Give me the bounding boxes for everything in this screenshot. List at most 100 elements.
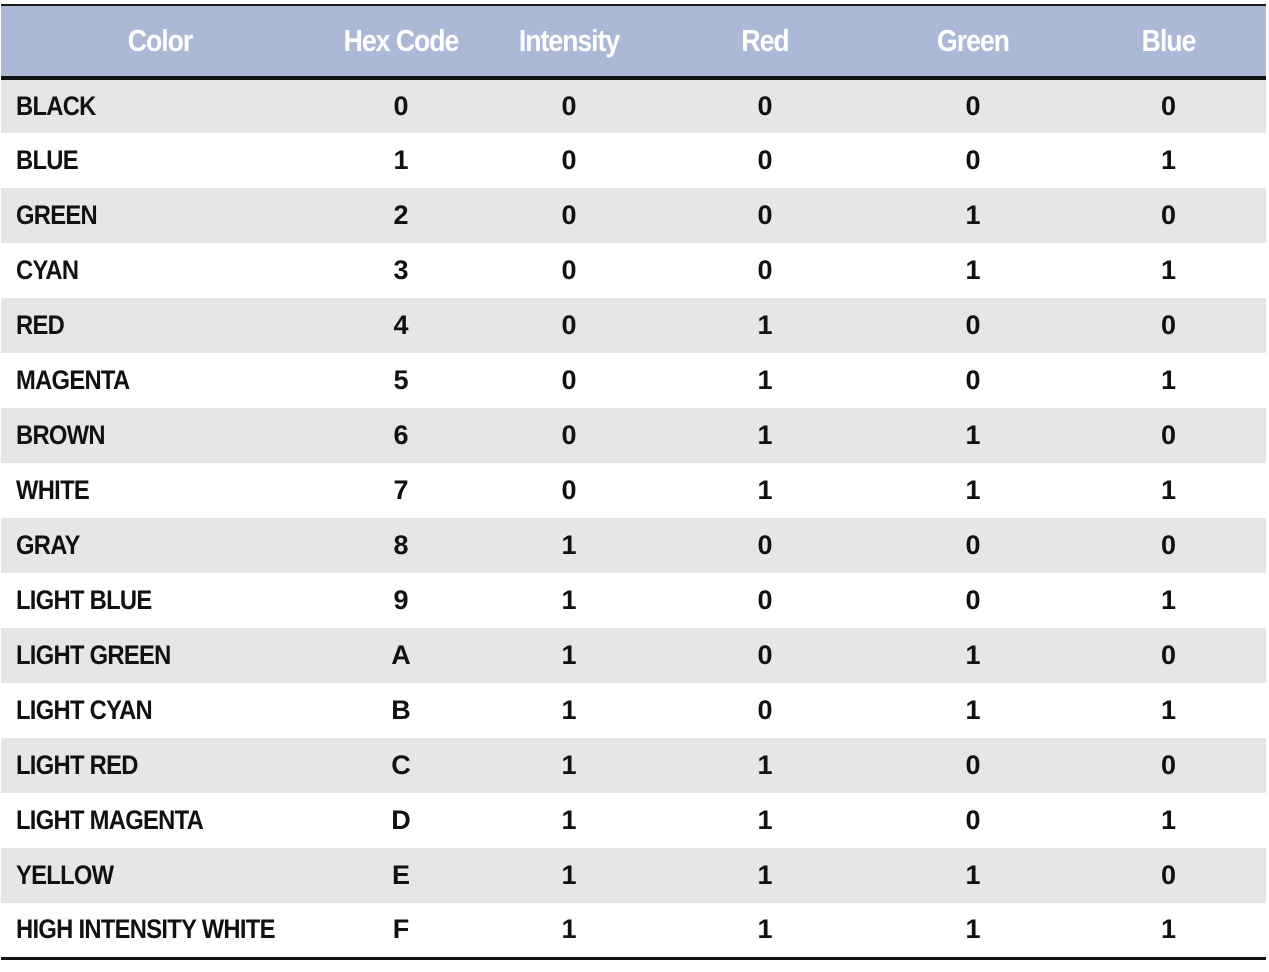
hex-code-cell: 0 — [393, 91, 409, 121]
intensity-cell: 1 — [561, 750, 577, 780]
blue-cell: 1 — [1160, 145, 1177, 175]
blue-cell: 1 — [1160, 585, 1177, 615]
color-name-cell: YELLOW — [1, 848, 319, 903]
table-row: MAGENTA 5 0 1 0 1 — [1, 353, 1266, 408]
hex-code-cell: E — [391, 860, 410, 890]
table-row: CYAN 3 0 0 1 1 — [1, 243, 1266, 298]
table-row: BLACK 0 0 0 0 0 — [1, 78, 1266, 133]
green-cell: 0 — [965, 750, 981, 780]
color-name-label: LIGHT GREEN — [16, 640, 171, 670]
blue-cell: 0 — [1160, 640, 1177, 670]
header-color: Color — [127, 23, 193, 58]
intensity-cell: 1 — [561, 695, 577, 725]
hex-code-cell: B — [391, 695, 411, 725]
color-code-table-container: Color Hex Code Intensity Red Green Blue … — [1, 4, 1266, 960]
color-name-label: BROWN — [16, 420, 106, 450]
header-green: Green — [937, 23, 1010, 58]
red-cell: 1 — [757, 914, 773, 945]
hex-code-cell: 4 — [393, 310, 409, 340]
red-cell: 0 — [757, 640, 773, 670]
intensity-cell: 0 — [561, 365, 577, 395]
header-hex-code: Hex Code — [343, 23, 460, 58]
color-name-cell: HIGH INTENSITY WHITE — [1, 903, 319, 958]
intensity-cell: 1 — [561, 914, 577, 945]
table-row: LIGHT BLUE 9 1 0 0 1 — [1, 573, 1266, 628]
color-name-label: WHITE — [16, 475, 90, 505]
table-row: LIGHT GREEN A 1 0 1 0 — [1, 628, 1266, 683]
table-header: Color Hex Code Intensity Red Green Blue — [1, 5, 1266, 78]
table-row: BROWN 6 0 1 1 0 — [1, 408, 1266, 463]
red-cell: 0 — [757, 145, 773, 175]
color-name-label: LIGHT RED — [16, 750, 138, 780]
hex-code-cell: 6 — [393, 420, 409, 450]
green-cell: 0 — [965, 805, 981, 835]
red-cell: 1 — [757, 805, 773, 835]
green-cell: 1 — [965, 640, 981, 670]
hex-code-cell: F — [392, 914, 410, 945]
color-name-label: GRAY — [16, 530, 80, 560]
blue-cell: 1 — [1160, 255, 1177, 285]
red-cell: 1 — [757, 420, 773, 450]
color-name-cell: BROWN — [1, 408, 319, 463]
header-intensity: Intensity — [518, 23, 620, 58]
header-row: Color Hex Code Intensity Red Green Blue — [1, 5, 1266, 78]
color-name-label: LIGHT BLUE — [16, 585, 152, 615]
red-cell: 1 — [757, 860, 773, 890]
intensity-cell: 1 — [561, 640, 577, 670]
green-cell: 1 — [965, 420, 981, 450]
green-cell: 0 — [965, 310, 981, 340]
table-row: LIGHT MAGENTA D 1 1 0 1 — [1, 793, 1266, 848]
intensity-cell: 0 — [561, 310, 577, 340]
blue-cell: 1 — [1160, 805, 1177, 835]
intensity-cell: 0 — [561, 475, 577, 505]
color-name-label: CYAN — [16, 255, 79, 285]
color-name-label: MAGENTA — [16, 365, 130, 395]
blue-cell: 0 — [1160, 860, 1177, 890]
hex-code-cell: 1 — [393, 145, 409, 175]
color-name-label: HIGH INTENSITY WHITE — [16, 914, 275, 945]
green-cell: 0 — [965, 530, 981, 560]
hex-code-cell: 3 — [393, 255, 409, 285]
red-cell: 0 — [757, 91, 773, 121]
table-row: GRAY 8 1 0 0 0 — [1, 518, 1266, 573]
blue-cell: 0 — [1160, 91, 1177, 121]
header-blue: Blue — [1141, 23, 1197, 58]
red-cell: 1 — [757, 475, 773, 505]
blue-cell: 1 — [1160, 695, 1177, 725]
color-name-label: BLACK — [16, 91, 96, 121]
intensity-cell: 1 — [561, 860, 577, 890]
green-cell: 1 — [965, 475, 981, 505]
color-name-cell: LIGHT BLUE — [1, 573, 319, 628]
red-cell: 1 — [757, 750, 773, 780]
green-cell: 1 — [965, 255, 981, 285]
red-cell: 0 — [757, 585, 773, 615]
blue-cell: 0 — [1160, 530, 1177, 560]
hex-code-cell: 5 — [393, 365, 409, 395]
red-cell: 0 — [757, 695, 773, 725]
green-cell: 0 — [965, 145, 981, 175]
blue-cell: 1 — [1160, 365, 1177, 395]
intensity-cell: 0 — [561, 200, 577, 230]
hex-code-cell: 8 — [393, 530, 409, 560]
color-name-cell: LIGHT GREEN — [1, 628, 319, 683]
table-row: GREEN 2 0 0 1 0 — [1, 188, 1266, 243]
intensity-cell: 0 — [561, 145, 577, 175]
color-name-label: LIGHT CYAN — [16, 695, 153, 725]
color-name-label: GREEN — [16, 200, 98, 230]
table-row: LIGHT RED C 1 1 0 0 — [1, 738, 1266, 793]
color-name-cell: WHITE — [1, 463, 319, 518]
blue-cell: 0 — [1160, 200, 1177, 230]
table-row: LIGHT CYAN B 1 0 1 1 — [1, 683, 1266, 738]
color-name-cell: CYAN — [1, 243, 319, 298]
blue-cell: 1 — [1160, 914, 1177, 945]
intensity-cell: 0 — [561, 420, 577, 450]
color-name-cell: GRAY — [1, 518, 319, 573]
green-cell: 1 — [965, 914, 981, 945]
intensity-cell: 1 — [561, 805, 577, 835]
color-name-label: BLUE — [16, 145, 79, 175]
hex-code-cell: A — [391, 640, 411, 670]
color-code-table: Color Hex Code Intensity Red Green Blue … — [1, 4, 1266, 960]
color-name-cell: BLUE — [1, 133, 319, 188]
blue-cell: 1 — [1160, 475, 1177, 505]
red-cell: 0 — [757, 255, 773, 285]
